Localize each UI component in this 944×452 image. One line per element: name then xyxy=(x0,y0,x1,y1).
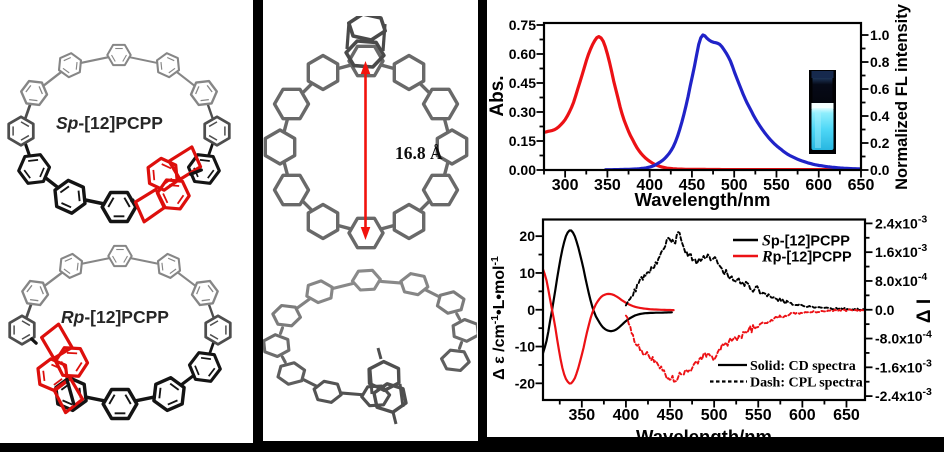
y-left-tick-label: 0.60 xyxy=(509,46,536,62)
y-right-tick-label: 1.0 xyxy=(870,27,890,43)
y-left-tick-label: 20 xyxy=(519,228,535,244)
paracyclophane-unit xyxy=(133,145,203,224)
x-tick-label: 300 xyxy=(552,177,579,194)
y-right-axis-label: Δ I xyxy=(914,299,935,323)
x-tick-label: 400 xyxy=(636,177,663,194)
diameter-label: 16.8 Å xyxy=(395,143,443,163)
legend-item: Sp-[12]PCPP xyxy=(733,233,850,250)
ring-side-view xyxy=(263,268,477,408)
bottom-border-bar-right xyxy=(483,437,944,452)
legend-item: Solid: CD spectra xyxy=(718,359,856,374)
y-left-tick-label: 0.30 xyxy=(509,104,536,120)
x-tick-label: 650 xyxy=(833,407,860,424)
y-left-tick-label: 0.45 xyxy=(509,75,536,91)
y-left-tick-label: 0 xyxy=(527,302,535,318)
y-right-tick-label: 0.4 xyxy=(870,108,890,124)
spectra-panel: 300 350 400 450 500 550 600 6500.000.150.300.45… xyxy=(487,0,944,437)
panel-divider-right xyxy=(478,0,487,452)
xray-structure-panel: 16.8 Å xyxy=(263,16,477,441)
y-left-tick-label: 0.15 xyxy=(509,133,536,149)
x-tick-label: 350 xyxy=(568,407,595,424)
x-axis-label: Wavelength/nm xyxy=(636,426,772,437)
bottom-border-bar-middle xyxy=(263,441,483,452)
y-right-tick-label: 0.2 xyxy=(870,135,890,151)
legend-item: Rp-[12]PCPP xyxy=(733,249,852,266)
x-tick-label: 350 xyxy=(594,177,621,194)
diameter-arrow xyxy=(360,61,371,240)
x-tick-label: 550 xyxy=(745,407,772,424)
legend-style-label: Solid: CD spectra xyxy=(750,359,856,374)
uvvis-fluorescence-chart: 300 350 400 450 500 550 600 650 0.00 0.15 0.30 0.45… xyxy=(487,3,911,210)
sp-structure-label: Sp-[12]PCPP xyxy=(56,113,163,133)
panel-divider-left xyxy=(253,0,263,452)
x-tick-label: 600 xyxy=(805,177,832,194)
y-right-tick-label: 0.6 xyxy=(870,81,890,97)
x-tick-label: 550 xyxy=(763,177,790,194)
paracyclophane-side-view xyxy=(367,347,408,425)
rp-12-pcpp-cd-curve xyxy=(542,268,675,385)
y-right-tick-label: -2.4x10-3 xyxy=(875,386,932,404)
y-left-axis-label: Δ ε /cm-1•L•mol-1 xyxy=(489,256,508,380)
legend-style-label: Dash: CPL spectra xyxy=(750,376,863,391)
y-right-tick-label: -8.0x10-4 xyxy=(875,329,932,347)
fluorescence-cuvette-inset xyxy=(809,70,836,154)
y-right-tick-label: 8.0x10-4 xyxy=(875,271,927,289)
x-tick-label: 500 xyxy=(701,407,728,424)
y-right-axis-label: Normalized FL intensity xyxy=(893,3,911,190)
x-tick-label: 450 xyxy=(657,407,684,424)
legend-item: Dash: CPL spectra xyxy=(710,376,863,391)
sp-macrocycle-drawing xyxy=(7,43,231,224)
fluorescence-curve xyxy=(604,33,861,171)
legend-series-label: Rp-[12]PCPP xyxy=(761,249,852,266)
plot-frame xyxy=(542,21,863,172)
legend-series-label: Sp-[12]PCPP xyxy=(762,233,850,250)
cd-cpl-chart: 350 400 450 500 550 600 650 20 10 0 -10 -20 2.4x10-3… xyxy=(489,213,935,437)
y-right-tick-label: 2.4x10-3 xyxy=(875,213,927,231)
y-right-tick-label: 0.8 xyxy=(870,54,890,70)
y-right-tick-label: 0.0 xyxy=(870,162,890,178)
bottom-border-bar-left xyxy=(0,443,263,452)
y-left-tick-label: 0.75 xyxy=(509,17,536,33)
plot-frame xyxy=(541,218,867,402)
rp-structure-label: Rp-[12]PCPP xyxy=(61,307,169,327)
x-tick-label: 500 xyxy=(721,177,748,194)
y-right-tick-label: -1.6x10-3 xyxy=(875,357,932,375)
y-left-tick-label: -20 xyxy=(515,375,535,391)
chiral-structures-panel: Sp-[12]PCPP Rp-[12]PCPP xyxy=(0,0,253,443)
x-tick-label: 650 xyxy=(848,177,875,194)
rp-12-pcpp-cpl-curve xyxy=(624,308,866,383)
sp-12-pcpp-cd-curve xyxy=(542,229,673,355)
x-tick-label: 400 xyxy=(613,407,640,424)
paracyclophane-top-view xyxy=(344,16,387,69)
sp-12-pcpp-cpl-curve xyxy=(624,231,866,312)
ring-top-view xyxy=(263,44,469,250)
y-left-axis-label: Abs. xyxy=(487,75,508,116)
x-tick-label: 600 xyxy=(789,407,816,424)
rp-macrocycle-drawing xyxy=(8,244,232,421)
y-right-tick-label: 0.0 xyxy=(875,302,895,318)
y-left-tick-label: 0.00 xyxy=(509,162,536,178)
x-axis-label: Wavelength/nm xyxy=(634,189,770,210)
y-right-tick-label: 1.6x10-3 xyxy=(875,242,927,260)
y-left-tick-label: 10 xyxy=(519,265,535,281)
y-left-tick-label: -10 xyxy=(515,339,535,355)
x-tick-label: 450 xyxy=(679,177,706,194)
